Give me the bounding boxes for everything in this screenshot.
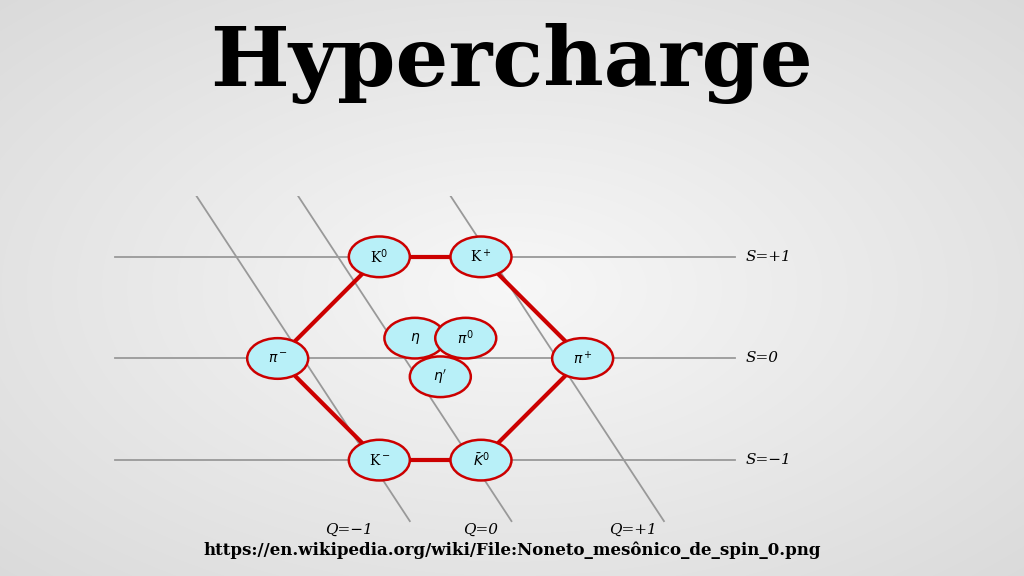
Text: https://en.wikipedia.org/wiki/File:Noneto_mesônico_de_spin_0.png: https://en.wikipedia.org/wiki/File:Nonet… bbox=[203, 541, 821, 559]
Text: Q=0: Q=0 bbox=[464, 522, 499, 536]
Text: $\eta'$: $\eta'$ bbox=[433, 367, 447, 386]
Text: K$^-$: K$^-$ bbox=[369, 453, 390, 468]
Ellipse shape bbox=[451, 440, 511, 480]
Text: Q=+1: Q=+1 bbox=[609, 522, 657, 536]
Text: S=+1: S=+1 bbox=[745, 250, 791, 264]
Ellipse shape bbox=[410, 357, 471, 397]
Ellipse shape bbox=[247, 338, 308, 379]
Text: S=0: S=0 bbox=[745, 351, 778, 366]
Text: Hypercharge: Hypercharge bbox=[211, 23, 813, 104]
Text: $\pi^+$: $\pi^+$ bbox=[572, 350, 593, 367]
Text: $\pi^0$: $\pi^0$ bbox=[458, 329, 474, 347]
Text: S=−1: S=−1 bbox=[745, 453, 791, 467]
Text: $\bar{K}^0$: $\bar{K}^0$ bbox=[473, 451, 489, 469]
Text: $\pi^-$: $\pi^-$ bbox=[267, 351, 288, 366]
Ellipse shape bbox=[451, 237, 511, 277]
Ellipse shape bbox=[349, 237, 410, 277]
Ellipse shape bbox=[552, 338, 613, 379]
Ellipse shape bbox=[349, 440, 410, 480]
Ellipse shape bbox=[384, 318, 445, 358]
Text: $\eta$: $\eta$ bbox=[410, 331, 420, 346]
Text: Q=−1: Q=−1 bbox=[325, 522, 373, 536]
Text: K$^+$: K$^+$ bbox=[470, 248, 492, 266]
Text: K$^0$: K$^0$ bbox=[371, 248, 388, 266]
Ellipse shape bbox=[435, 318, 497, 358]
